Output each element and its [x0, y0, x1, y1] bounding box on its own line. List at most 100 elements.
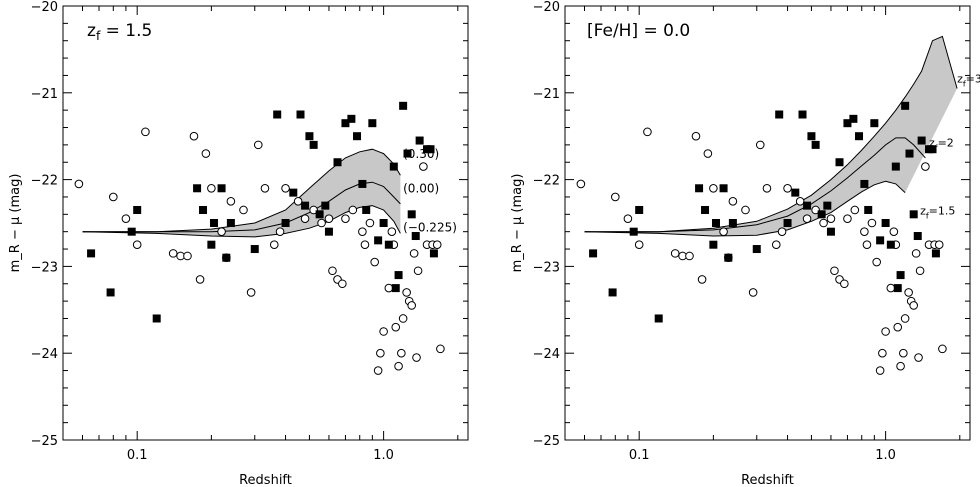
y-tick-label: −24 [533, 347, 560, 362]
data-point-filled-square [152, 314, 161, 323]
data-point-filled-square [411, 232, 420, 241]
y-tick-label: −23 [31, 260, 58, 275]
data-point-open-circle [207, 183, 216, 193]
data-point-filled-square [823, 201, 832, 210]
panel-annotation: [Fe/H] = 0.0 [587, 21, 690, 41]
data-point-open-circle [709, 183, 718, 193]
data-point-filled-square [803, 201, 812, 210]
data-point-open-circle [862, 240, 872, 249]
data-point-filled-square [701, 205, 710, 214]
data-point-open-circle [109, 192, 118, 202]
data-point-filled-square [917, 136, 926, 145]
data-point-filled-square [87, 249, 96, 258]
data-point-open-circle [795, 197, 805, 206]
x-tick-label: 0.1 [127, 448, 148, 463]
y-axis-label: m_R − μ (mag) [8, 174, 23, 273]
data-point-filled-square [333, 158, 342, 167]
data-point-open-circle [436, 344, 445, 354]
data-point-open-circle [348, 205, 358, 215]
panel-annotation: zf = 1.5 [87, 21, 152, 43]
x-tick-label: 1.0 [875, 448, 896, 463]
data-point-open-circle [860, 227, 869, 236]
x-tick-label: 0.1 [629, 448, 650, 463]
plot-frame [62, 5, 469, 441]
data-point-open-circle [397, 348, 406, 358]
data-point-open-circle [189, 131, 199, 141]
data-point-filled-square [811, 140, 820, 149]
data-point-open-circle [830, 266, 839, 276]
data-point-filled-square [913, 232, 922, 241]
data-point-filled-square [199, 205, 208, 214]
data-point-filled-square [127, 227, 136, 236]
data-point-open-circle [802, 214, 812, 223]
y-tick-label: −22 [533, 174, 560, 189]
data-point-open-circle [921, 162, 930, 171]
data-point-open-circle [168, 249, 178, 258]
data-point-filled-square [905, 149, 914, 158]
data-point-filled-square [347, 114, 356, 123]
data-point-open-circle [875, 366, 885, 375]
data-point-open-circle [811, 205, 820, 215]
data-point-filled-square [394, 271, 403, 280]
y-tick-label: −20 [31, 0, 58, 15]
data-point-open-circle [141, 127, 150, 137]
data-point-filled-square [353, 132, 362, 141]
data-point-open-circle [938, 344, 947, 354]
data-point-open-circle [911, 249, 921, 258]
data-point-open-circle [670, 249, 680, 258]
data-point-filled-square [379, 219, 388, 227]
data-point-open-circle [611, 192, 620, 202]
data-point-filled-square [928, 145, 937, 154]
data-point-filled-square [791, 188, 800, 197]
model-curve-1 [584, 137, 926, 233]
data-point-open-circle [755, 140, 765, 150]
data-point-filled-square [817, 210, 826, 219]
data-point-open-circle [328, 266, 337, 276]
data-point-filled-square [901, 101, 910, 110]
data-point-filled-square [881, 219, 890, 227]
data-point-open-circle [840, 279, 849, 289]
data-point-open-circle [413, 266, 423, 276]
data-point-open-circle [358, 227, 367, 236]
data-point-filled-square [226, 219, 235, 227]
data-point-filled-square [426, 145, 435, 154]
data-point-filled-square [384, 240, 393, 249]
data-point-open-circle [881, 327, 890, 336]
data-point-open-circle [893, 322, 903, 332]
data-point-open-circle [398, 314, 408, 323]
data-point-open-circle [826, 214, 836, 223]
data-point-open-circle [904, 288, 913, 297]
y-tick-label: −25 [31, 434, 58, 449]
data-point-open-circle [748, 288, 758, 297]
data-point-open-circle [741, 205, 750, 215]
x-axis-label: Redshift [239, 473, 292, 487]
data-point-filled-square [374, 236, 383, 245]
data-point-filled-square [870, 119, 879, 128]
data-point-filled-square [315, 210, 324, 219]
data-point-open-circle [850, 205, 860, 215]
data-point-open-circle [432, 240, 442, 249]
data-point-open-circle [317, 218, 326, 228]
data-point-filled-square [309, 140, 318, 149]
y-tick-label: −24 [31, 347, 58, 362]
plot-frame [564, 5, 971, 441]
data-point-open-circle [309, 205, 318, 215]
data-point-filled-square [403, 149, 412, 158]
model-curve-0 [82, 148, 401, 233]
x-axis-label: Redshift [741, 473, 794, 487]
data-point-filled-square [210, 219, 219, 227]
data-point-open-circle [934, 240, 944, 249]
curve-label: (−0.225) [403, 221, 457, 235]
data-point-open-circle [643, 127, 652, 137]
data-point-open-circle [121, 214, 131, 223]
data-point-open-circle [341, 214, 350, 223]
data-point-filled-square [719, 184, 728, 193]
data-point-open-circle [896, 361, 905, 371]
data-point-filled-square [217, 184, 226, 193]
curve-label: (0.00) [403, 182, 439, 196]
data-point-open-circle [260, 183, 270, 193]
data-point-open-circle [697, 275, 707, 284]
data-point-filled-square [281, 219, 290, 227]
y-tick-label: −25 [533, 434, 560, 449]
